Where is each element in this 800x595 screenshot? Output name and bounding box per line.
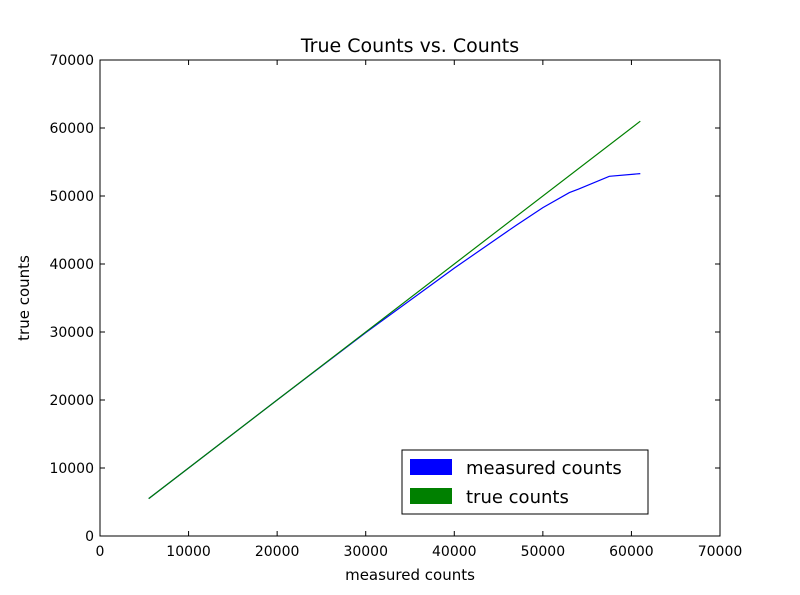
- x-tick-label: 20000: [255, 544, 300, 560]
- y-tick-label: 60000: [49, 121, 94, 137]
- x-tick-label: 10000: [166, 544, 211, 560]
- y-tick-label: 30000: [49, 325, 94, 341]
- legend-swatch: [410, 488, 452, 504]
- series-line-2: [148, 120, 641, 500]
- x-tick-label: 0: [96, 544, 105, 560]
- legend-label: measured counts: [466, 458, 622, 479]
- legend-swatch: [410, 459, 452, 475]
- x-tick-label: 40000: [432, 544, 477, 560]
- y-tick-label: 70000: [49, 53, 94, 69]
- chart-title: True Counts vs. Counts: [300, 35, 519, 57]
- y-tick-label: 40000: [49, 257, 94, 273]
- x-tick-label: 50000: [521, 544, 566, 560]
- y-tick-label: 20000: [49, 393, 94, 409]
- legend: measured counts true counts: [401, 449, 649, 515]
- x-tick-label: 60000: [609, 544, 654, 560]
- x-tick-label: 70000: [698, 544, 743, 560]
- y-tick-label: 50000: [49, 189, 94, 205]
- y-axis-ticks: 0 10000 20000 30000 40000 50000 60000 70000: [49, 53, 720, 545]
- y-tick-label: 10000: [49, 461, 94, 477]
- x-tick-label: 30000: [343, 544, 388, 560]
- y-axis-label: true counts: [15, 255, 33, 341]
- y-tick-label: 0: [85, 529, 94, 545]
- x-axis-ticks: 0 10000 20000 30000 40000 50000 60000 70000: [96, 60, 743, 560]
- legend-label: true counts: [466, 487, 569, 508]
- plot-series: [148, 120, 641, 500]
- x-axis-label: measured counts: [345, 566, 475, 584]
- plot-frame: [99, 59, 721, 537]
